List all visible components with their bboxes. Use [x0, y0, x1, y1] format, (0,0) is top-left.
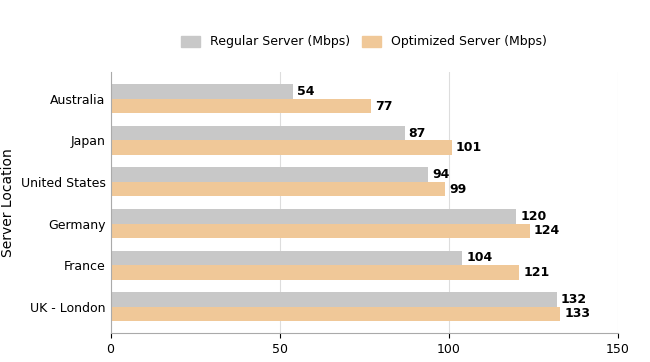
Text: 133: 133	[564, 307, 590, 320]
Text: 132: 132	[561, 293, 587, 306]
Text: 77: 77	[375, 100, 393, 113]
Legend: Regular Server (Mbps), Optimized Server (Mbps): Regular Server (Mbps), Optimized Server …	[177, 32, 551, 52]
Text: 94: 94	[432, 168, 450, 181]
Text: 99: 99	[449, 183, 467, 196]
Text: 87: 87	[409, 127, 426, 140]
Text: 121: 121	[523, 266, 550, 279]
Bar	[111, 251, 462, 265]
Bar	[111, 167, 428, 182]
Bar	[111, 265, 519, 279]
Bar	[111, 223, 530, 238]
Bar	[111, 140, 452, 155]
Y-axis label: Server Location: Server Location	[1, 148, 15, 257]
Text: 104: 104	[466, 251, 492, 264]
Text: 54: 54	[297, 85, 315, 98]
Bar	[111, 307, 560, 321]
Bar	[111, 126, 404, 140]
Text: 124: 124	[534, 224, 560, 237]
Bar	[111, 99, 370, 113]
Bar	[111, 292, 556, 307]
Text: 101: 101	[456, 141, 482, 154]
Bar	[111, 84, 293, 99]
Text: 120: 120	[520, 210, 547, 223]
Bar	[111, 209, 516, 223]
Bar	[111, 182, 445, 197]
Text: CyberGhost’s optimized servers are consistently faster: CyberGhost’s optimized servers are consi…	[0, 21, 650, 45]
